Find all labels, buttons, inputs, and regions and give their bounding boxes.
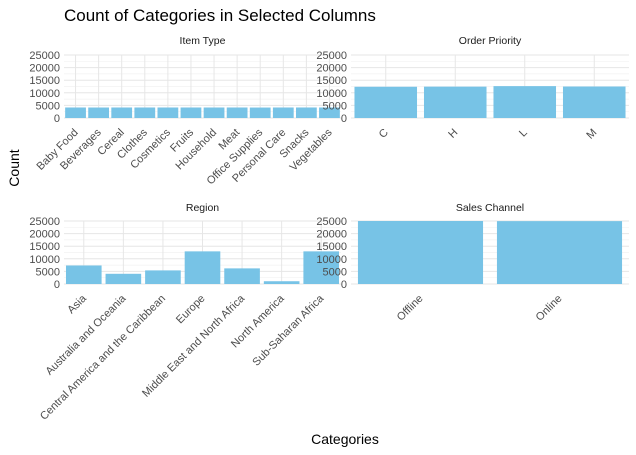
bar-central-america-and-the-caribbean — [145, 270, 181, 284]
bar-m — [562, 86, 626, 118]
y-tick-label: 15000 — [29, 241, 60, 253]
facet-label: Order Priority — [459, 35, 522, 47]
y-tick-label: 5000 — [36, 266, 60, 278]
y-tick-label: 20000 — [316, 229, 347, 241]
y-tick-label: 20000 — [29, 63, 60, 75]
y-tick-label: 5000 — [323, 266, 347, 278]
y-tick-label: 10000 — [316, 88, 347, 100]
y-tick-label: 15000 — [316, 75, 347, 87]
y-tick-label: 25000 — [29, 50, 60, 62]
y-tick-label: 0 — [54, 113, 60, 125]
bar-north-america — [263, 281, 300, 284]
bar-vegetables — [319, 107, 340, 118]
y-tick-label: 15000 — [29, 75, 60, 87]
facet-label: Sales Channel — [456, 202, 524, 214]
bar-europe — [184, 251, 221, 284]
y-tick-label: 20000 — [316, 63, 347, 75]
bar-asia — [65, 265, 102, 284]
y-tick-label: 15000 — [316, 241, 347, 253]
bar-c — [354, 86, 418, 118]
x-tick-label: Europe — [174, 293, 208, 327]
bar-beverages — [88, 107, 110, 118]
x-tick-label: Offline — [395, 293, 426, 324]
y-tick-label: 25000 — [316, 50, 347, 62]
y-tick-label: 20000 — [29, 229, 60, 241]
y-tick-label: 5000 — [36, 100, 60, 112]
bar-fruits — [180, 107, 202, 118]
x-tick-label: L — [517, 127, 530, 140]
y-tick-label: 10000 — [29, 254, 60, 266]
y-tick-label: 0 — [341, 113, 347, 125]
y-tick-label: 10000 — [29, 88, 60, 100]
bar-cereal — [111, 107, 133, 118]
panel-region: Region0500010000150002000025000AsiaAustr… — [29, 202, 341, 423]
x-tick-label: M — [584, 127, 599, 142]
y-tick-label: 25000 — [29, 216, 60, 228]
bar-middle-east-and-north-africa — [224, 268, 260, 284]
bar-l — [493, 86, 557, 118]
x-tick-label: Sub-Saharan Africa — [250, 292, 327, 369]
bar-offline — [357, 221, 484, 284]
bar-cosmetics — [157, 107, 179, 118]
bar-sub-saharan-africa — [303, 251, 340, 284]
bar-h — [423, 86, 487, 118]
x-tick-label: Asia — [65, 292, 89, 316]
bar-snacks — [295, 107, 317, 118]
facet-label: Item Type — [180, 35, 226, 47]
x-axis-title: Categories — [311, 431, 379, 447]
bar-baby-food — [65, 107, 86, 118]
y-tick-label: 25000 — [316, 216, 347, 228]
y-tick-label: 0 — [54, 279, 60, 291]
chart-title: Count of Categories in Selected Columns — [64, 6, 376, 25]
x-tick-label: H — [446, 127, 460, 141]
bar-clothes — [134, 107, 156, 118]
y-tick-label: 0 — [341, 279, 347, 291]
facet-label: Region — [186, 202, 219, 214]
y-tick-label: 5000 — [323, 100, 347, 112]
bar-australia-and-oceania — [105, 273, 142, 284]
bar-household — [203, 107, 225, 118]
bar-personal-care — [272, 107, 294, 118]
y-tick-label: 10000 — [316, 254, 347, 266]
y-axis-title: Count — [6, 149, 22, 186]
bar-office-supplies — [249, 107, 271, 118]
x-tick-label: C — [377, 127, 391, 141]
bar-meat — [226, 107, 248, 118]
bar-online — [496, 221, 623, 284]
x-tick-label: Online — [534, 293, 565, 324]
